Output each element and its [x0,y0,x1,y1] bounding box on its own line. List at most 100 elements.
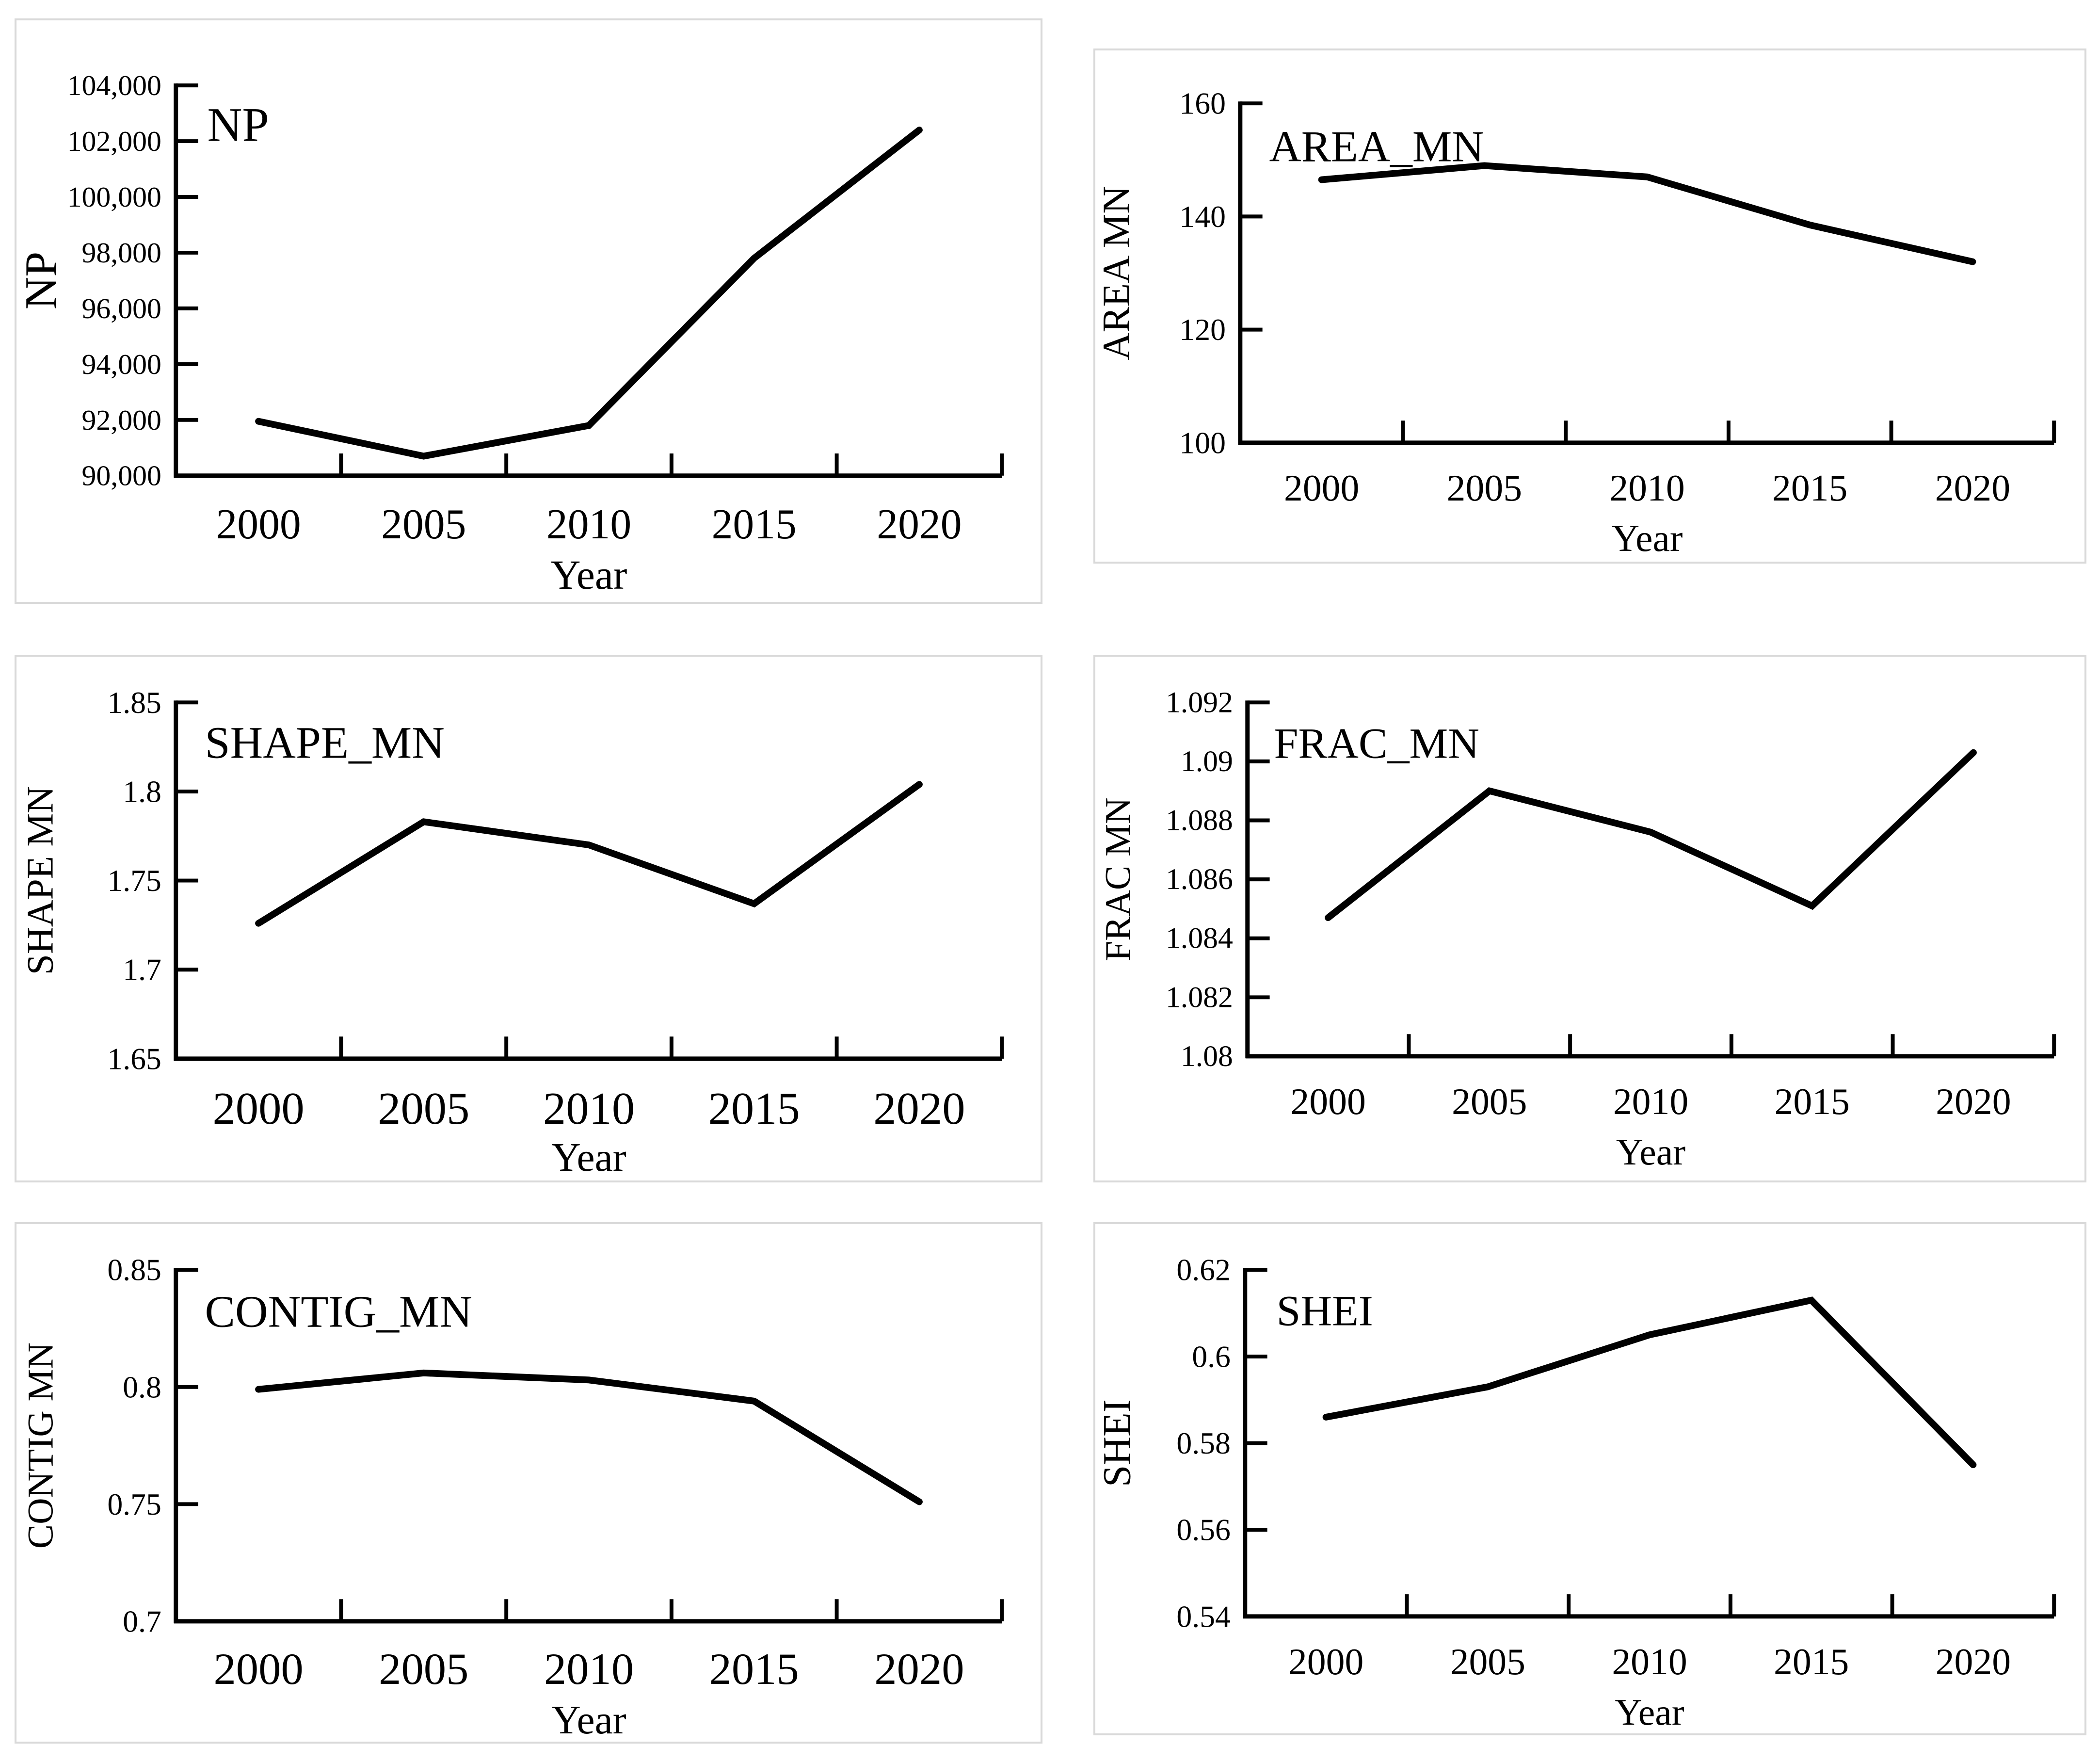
y-axis-title: FRAC MN [1098,797,1138,961]
y-tick-label: 0.6 [1192,1339,1231,1374]
x-tick-label: 2010 [543,1083,635,1134]
chart-title: FRAC_MN [1274,720,1479,768]
x-tick-label: 2005 [1452,1081,1527,1122]
y-tick-label: 1.8 [123,775,161,809]
y-tick-label: 0.54 [1176,1599,1231,1633]
x-tick-label: 2000 [212,1083,304,1134]
x-tick-label: 2010 [544,1645,634,1694]
chart-panel-frac-mn: 1.08 1.082 1.084 1.086 1.088 1.09 1.092 2000 200… [1093,655,2086,1182]
y-tick-label: 1.85 [107,685,161,720]
chart-title: SHAPE_MN [205,718,445,768]
x-tick-label: 2000 [1288,1641,1363,1682]
x-axis-title: Year [1616,1131,1685,1173]
x-tick-label: 2020 [877,501,962,548]
y-tick-label: 0.7 [123,1604,161,1638]
chart-panel-np: 90,000 92,000 94,000 96,000 98,000 100,000 102… [15,18,1042,604]
y-tick-label: 0.85 [107,1253,161,1287]
x-tick-label: 2000 [213,1645,303,1694]
y-tick-label: 0.8 [123,1370,161,1404]
x-tick-label: 2010 [1609,467,1684,509]
y-tick-label: 160 [1179,86,1226,121]
x-tick-label: 2020 [1936,1641,2011,1682]
x-tick-label: 2020 [873,1083,965,1134]
area-mn-line-chart: 100 120 140 160 2000 2005 2010 2015 2020 AREA_MN A… [1095,86,2056,560]
frac-mn-line-chart: 1.08 1.082 1.084 1.086 1.088 1.09 1.092 2000 200… [1098,686,2056,1173]
y-tick-label: 94,000 [82,348,161,380]
y-tick-label: 1.084 [1166,922,1233,955]
x-tick-label: 2015 [712,501,797,548]
y-tick-label: 120 [1179,312,1226,347]
y-tick-label: 100 [1179,425,1226,460]
chart-panel-contig-mn: 0.7 0.75 0.8 0.85 2000 2005 2010 2015 2020 CONTIG… [15,1222,1042,1744]
y-axis-title: SHEI [1095,1399,1139,1487]
chart-panel-area-mn: 100 120 140 160 2000 2005 2010 2015 2020 AREA_MN A… [1093,48,2086,564]
x-tick-label: 2005 [378,1083,469,1134]
x-tick-label: 2020 [1935,467,2010,509]
y-tick-label: 1.75 [107,863,161,898]
y-tick-label: 0.62 [1176,1253,1231,1287]
series-line [1318,162,1976,265]
chart-title: SHEI [1277,1287,1373,1335]
y-tick-label: 98,000 [82,237,161,269]
x-tick-label: 2020 [874,1645,964,1694]
x-tick-label: 2015 [709,1645,799,1694]
x-tick-label: 2020 [1936,1081,2011,1122]
y-tick-label: 0.56 [1176,1513,1231,1547]
x-tick-label: 2010 [1613,1081,1688,1122]
y-tick-label: 1.7 [123,953,161,987]
shei-line-chart: 0.54 0.56 0.58 0.6 0.62 2000 2005 2010 2015 2020 S… [1095,1253,2056,1733]
x-tick-label: 2015 [1774,1641,1849,1682]
x-axis-title: Year [551,1698,626,1742]
series-line [255,1369,923,1505]
x-axis-title: Year [1612,517,1683,560]
x-tick-label: 2000 [1284,467,1359,509]
x-axis-title: Year [551,552,627,598]
y-axis-title: NP [16,252,66,309]
chart-title: NP [208,97,269,151]
x-tick-label: 2000 [1290,1081,1365,1122]
x-tick-label: 2000 [216,501,301,548]
x-tick-label: 2015 [1775,1081,1850,1122]
y-tick-label: 1.086 [1166,863,1233,896]
shape-mn-line-chart: 1.65 1.7 1.75 1.8 1.85 2000 2005 2010 2015 2020 SH… [19,685,1004,1180]
y-tick-label: 1.092 [1166,686,1233,719]
chart-title: AREA_MN [1269,121,1484,171]
x-tick-label: 2005 [379,1645,468,1694]
y-tick-label: 140 [1179,199,1226,234]
x-axis-title: Year [1615,1691,1684,1733]
x-axis-title: Year [551,1135,626,1180]
series-line [1322,1296,1977,1469]
y-tick-label: 104,000 [67,69,161,101]
y-tick-label: 0.58 [1176,1426,1231,1460]
series-line [1325,749,1977,922]
y-axis-title: AREA MN [1095,186,1138,360]
x-tick-label: 2015 [708,1083,800,1134]
y-tick-label: 102,000 [67,125,161,157]
chart-panel-shape-mn: 1.65 1.7 1.75 1.8 1.85 2000 2005 2010 2015 2020 SH… [15,655,1042,1182]
series-line [255,781,923,927]
y-tick-label: 0.75 [107,1487,161,1521]
series-line [255,127,923,460]
contig-mn-line-chart: 0.7 0.75 0.8 0.85 2000 2005 2010 2015 2020 CONTIG… [21,1253,1004,1742]
y-tick-label: 100,000 [67,181,161,213]
x-tick-label: 2005 [381,501,466,548]
x-tick-label: 2010 [1612,1641,1687,1682]
y-tick-label: 1.09 [1181,745,1233,778]
y-tick-label: 90,000 [82,460,161,492]
np-line-chart: 90,000 92,000 94,000 96,000 98,000 100,000 102… [16,69,1004,598]
x-tick-label: 2010 [546,501,631,548]
x-tick-label: 2005 [1450,1641,1525,1682]
y-tick-label: 1.088 [1166,804,1233,837]
y-tick-label: 1.08 [1181,1040,1233,1073]
chart-title: CONTIG_MN [205,1287,472,1337]
chart-panel-shei: 0.54 0.56 0.58 0.6 0.62 2000 2005 2010 2015 2020 S… [1093,1222,2086,1735]
y-axis-title: SHAPE MN [19,786,61,975]
y-tick-label: 1.082 [1166,981,1233,1014]
y-tick-label: 96,000 [82,292,161,324]
x-tick-label: 2005 [1447,467,1522,509]
y-tick-label: 1.65 [107,1041,161,1076]
x-tick-label: 2015 [1772,467,1847,509]
y-axis-title: CONTIG MN [21,1342,61,1549]
y-tick-label: 92,000 [82,404,161,436]
